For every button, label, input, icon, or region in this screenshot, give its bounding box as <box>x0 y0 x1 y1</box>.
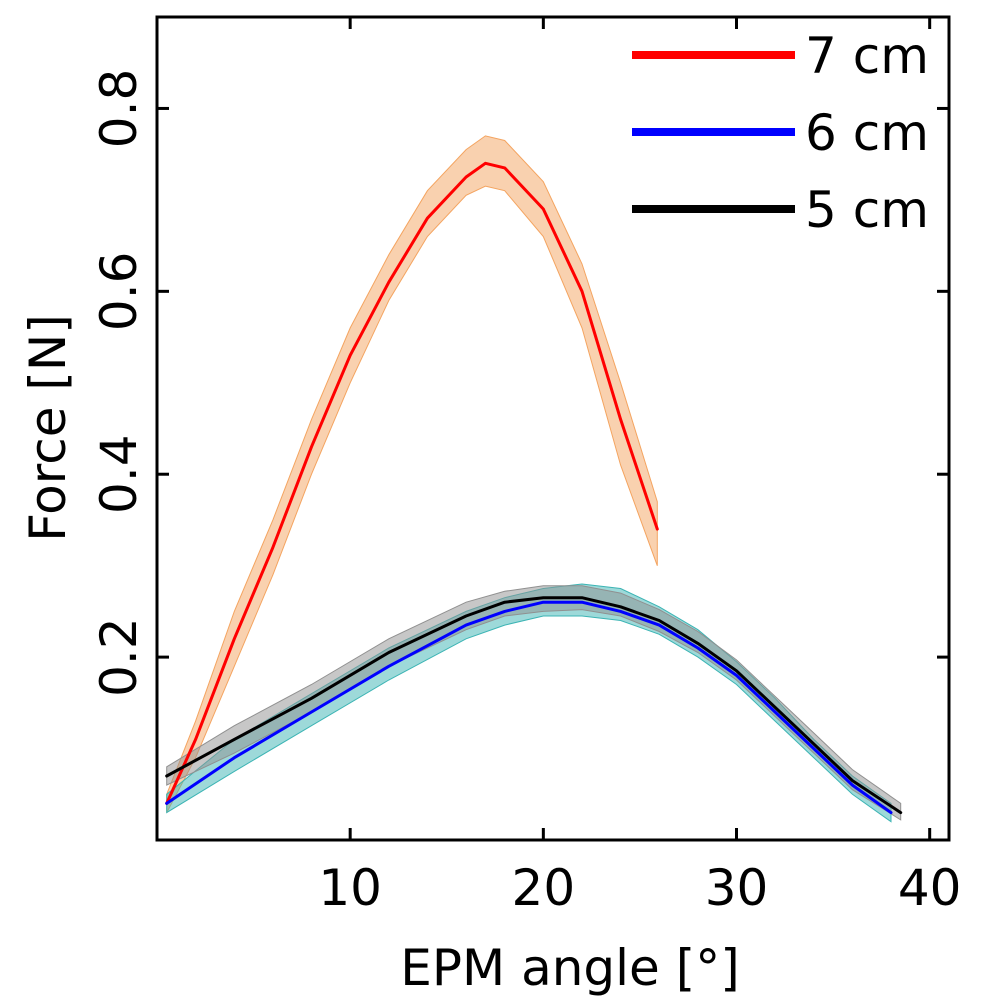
confidence-bands <box>166 135 902 823</box>
x-tick-label: 40 <box>898 859 962 917</box>
legend-label-5-cm: 5 cm <box>805 181 929 239</box>
x-tick-label: 20 <box>512 859 576 917</box>
line-6-cm <box>165 600 893 815</box>
x-axis-title: EPM angle [°] <box>400 939 739 997</box>
line-5-cm <box>165 596 903 815</box>
y-tick-label: 0.4 <box>90 434 148 514</box>
plot-frame <box>155 15 951 842</box>
y-tick-label: 0.2 <box>90 617 148 697</box>
legend-label-7-cm: 7 cm <box>805 27 929 85</box>
y-axis-title: Force [N] <box>19 314 77 542</box>
x-tick-label: 10 <box>318 859 382 917</box>
y-tick-label: 0.8 <box>90 69 148 149</box>
axis-ticks: 10 20 30 40 0.2 0.4 0.6 0.8 <box>90 17 961 917</box>
series-lines <box>165 161 903 815</box>
y-tick-label: 0.6 <box>90 252 148 332</box>
legend-label-6-cm: 6 cm <box>805 104 929 162</box>
band-5-cm <box>166 585 902 821</box>
line-7-cm <box>165 161 659 805</box>
band-7-cm <box>166 135 658 813</box>
legend: 7 cm 6 cm 5 cm <box>632 27 929 239</box>
x-tick-label: 30 <box>705 859 769 917</box>
